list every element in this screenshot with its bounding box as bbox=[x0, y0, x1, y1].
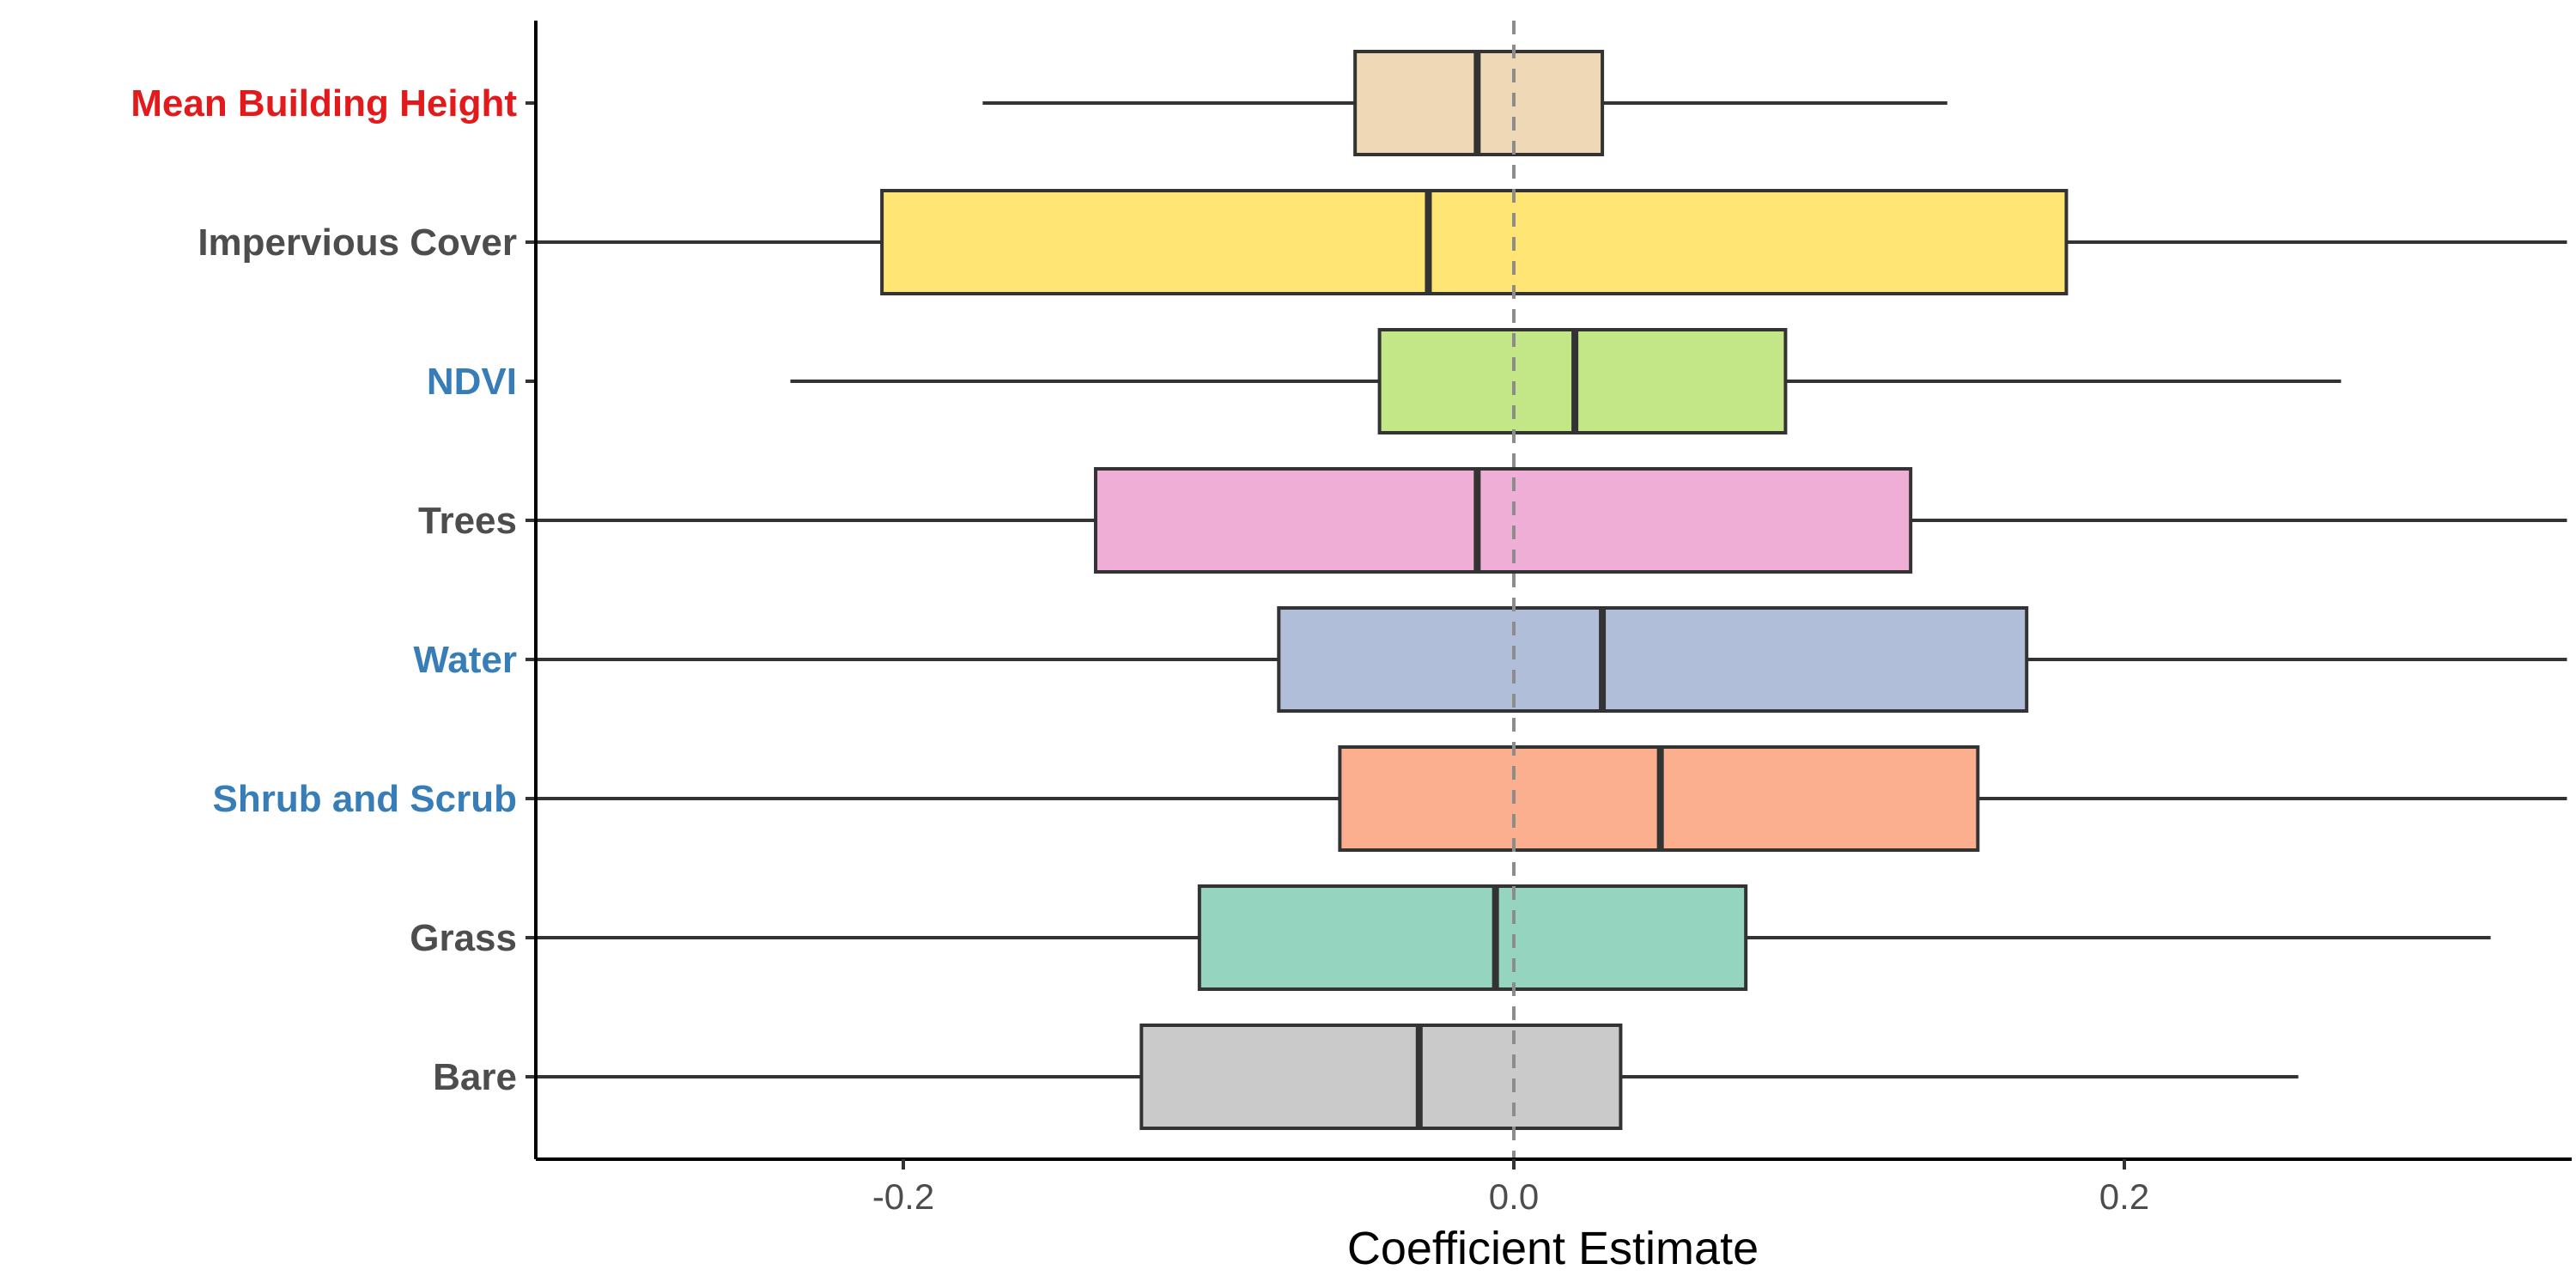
box-impervious-cover bbox=[537, 189, 2567, 295]
box-iqr bbox=[1197, 884, 1748, 991]
category-label: Water bbox=[413, 639, 517, 681]
category-label: NDVI bbox=[427, 361, 517, 403]
category-label: Mean Building Height bbox=[131, 82, 517, 125]
box-iqr bbox=[1139, 1024, 1623, 1130]
box-mean-building-height bbox=[982, 50, 1947, 156]
box-iqr bbox=[880, 189, 2069, 295]
x-tick-label: 0.0 bbox=[1489, 1176, 1539, 1217]
category-label: Impervious Cover bbox=[197, 222, 517, 264]
box-water bbox=[537, 606, 2567, 713]
box-iqr bbox=[1277, 606, 2029, 713]
category-label: Shrub and Scrub bbox=[213, 778, 517, 820]
box-iqr bbox=[1377, 328, 1788, 434]
axes: Mean Building Height Impervious Cover NDVI… bbox=[131, 21, 2572, 1217]
box-shrub-and-scrub bbox=[537, 745, 2567, 852]
box-ndvi bbox=[790, 328, 2342, 434]
plot-area bbox=[537, 21, 2567, 1159]
box-bare bbox=[537, 1024, 2299, 1130]
x-tick-label: -0.2 bbox=[872, 1176, 934, 1217]
category-label: Trees bbox=[418, 500, 517, 542]
box-iqr bbox=[1093, 467, 1913, 574]
x-tick-label: 0.2 bbox=[2099, 1176, 2149, 1217]
category-label: Grass bbox=[410, 917, 517, 959]
box-trees bbox=[537, 467, 2567, 574]
x-axis-title: Coefficient Estimate bbox=[1347, 1223, 1759, 1274]
category-label: Bare bbox=[433, 1056, 517, 1098]
